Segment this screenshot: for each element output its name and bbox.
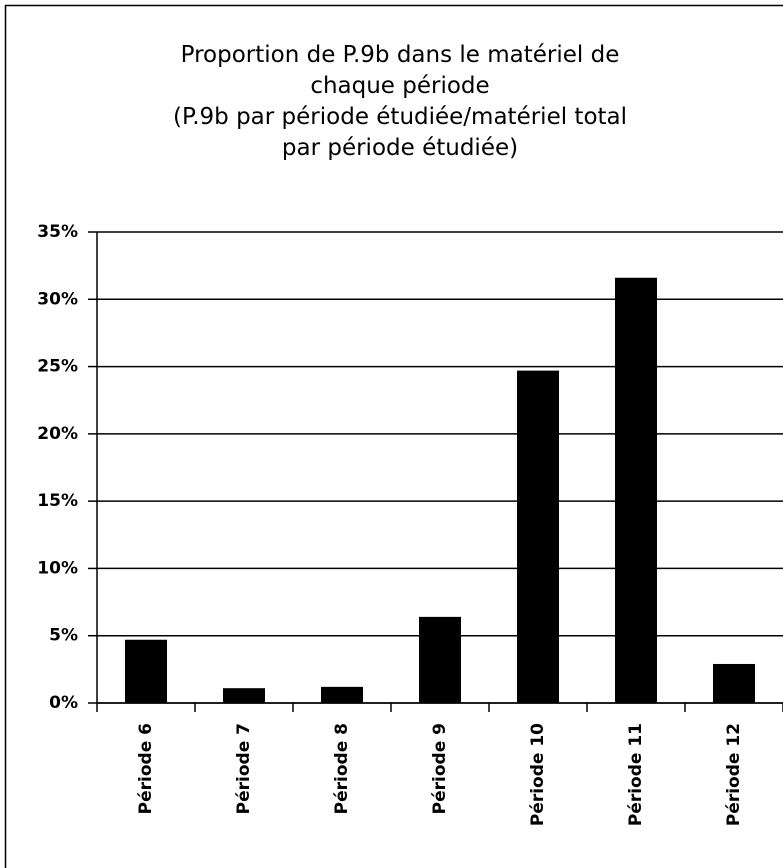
bar	[713, 663, 755, 703]
x-tick-label: Période 8	[332, 723, 352, 814]
y-tick-label: 15%	[37, 491, 78, 511]
y-tick-label: 30%	[37, 289, 78, 309]
chart-title: par période étudiée)	[282, 135, 518, 161]
x-tick-label: Période 9	[430, 723, 450, 814]
x-tick-label: Période 7	[234, 723, 254, 814]
x-tick-label: Période 10	[528, 723, 548, 826]
y-tick-label: 0%	[49, 693, 78, 713]
bar	[321, 686, 363, 703]
chart-title: Proportion de P.9b dans le matériel de	[181, 42, 620, 68]
y-tick-label: 25%	[37, 357, 78, 377]
bar	[419, 616, 461, 703]
chart-title: (P.9b par période étudiée/matériel total	[173, 104, 627, 130]
chart-title: chaque période	[310, 73, 489, 99]
y-tick-label: 20%	[37, 424, 78, 444]
x-tick-label: Période 11	[626, 723, 646, 826]
bar	[615, 277, 657, 703]
bar	[125, 639, 167, 703]
y-tick-label: 10%	[37, 558, 78, 578]
x-tick-label: Période 12	[724, 723, 744, 826]
y-tick-label: 35%	[37, 222, 78, 242]
y-tick-label: 5%	[49, 626, 78, 646]
bar	[517, 370, 559, 703]
bar	[223, 688, 265, 703]
x-tick-label: Période 6	[136, 723, 156, 814]
